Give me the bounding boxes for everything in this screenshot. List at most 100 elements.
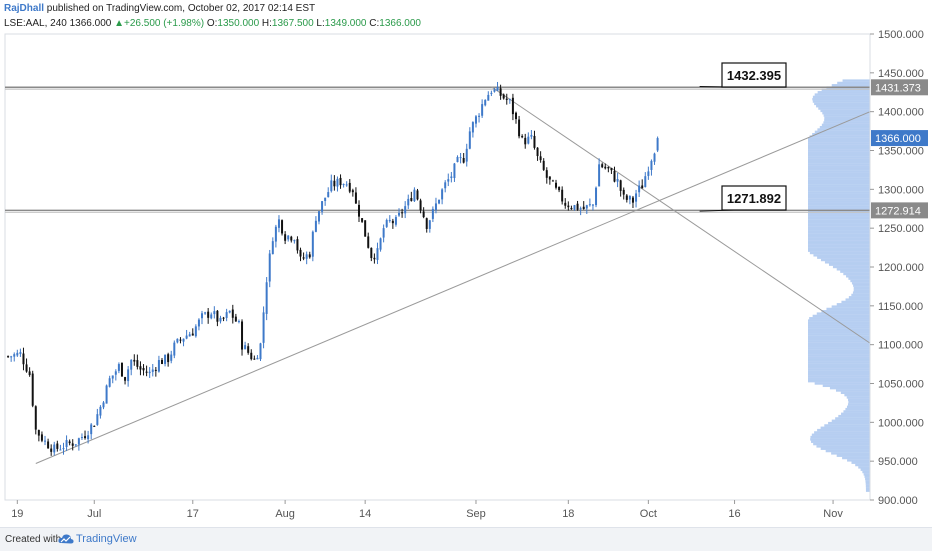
candle-body bbox=[395, 217, 397, 225]
volume-bar bbox=[816, 105, 870, 107]
price-tick-label: 1400.000 bbox=[878, 107, 924, 119]
candle-body bbox=[115, 371, 117, 374]
volume-bar bbox=[808, 187, 870, 189]
candle-body bbox=[598, 164, 600, 186]
time-tick-label: Aug bbox=[275, 508, 295, 520]
candle-body bbox=[623, 190, 625, 195]
candle-body bbox=[453, 164, 455, 178]
candle-body bbox=[530, 135, 532, 137]
volume-bar bbox=[824, 117, 870, 119]
candle-body bbox=[19, 352, 21, 354]
candle-body bbox=[503, 95, 505, 99]
volume-bar bbox=[808, 140, 870, 142]
tradingview-brand[interactable]: TradingView bbox=[76, 533, 137, 545]
candle-body bbox=[650, 161, 652, 170]
candle-body bbox=[300, 250, 302, 257]
volume-bar bbox=[846, 298, 870, 300]
volume-bar bbox=[823, 385, 870, 387]
volume-bar bbox=[808, 366, 870, 368]
candle-body bbox=[93, 426, 95, 427]
volume-bar bbox=[832, 420, 870, 422]
candle-body bbox=[106, 386, 108, 404]
trendlines[interactable] bbox=[36, 87, 870, 464]
candle-body bbox=[561, 190, 563, 202]
candle-body bbox=[7, 356, 9, 357]
volume-bar bbox=[808, 201, 870, 203]
price-tick-label: 1050.000 bbox=[878, 379, 924, 391]
candle-body bbox=[146, 372, 148, 373]
candle-body bbox=[293, 240, 295, 241]
candle-body bbox=[386, 220, 388, 227]
volume-bar bbox=[848, 399, 870, 401]
close-value: 1366.000 bbox=[379, 18, 421, 29]
volume-bar bbox=[837, 82, 870, 84]
candle-body bbox=[441, 189, 443, 199]
candle-body bbox=[635, 193, 637, 201]
candle-body bbox=[50, 449, 52, 452]
author-name[interactable]: RajDhall bbox=[4, 3, 44, 14]
candle-body bbox=[103, 402, 105, 407]
candle-body bbox=[426, 218, 428, 229]
candle-body bbox=[472, 122, 474, 132]
candle-body bbox=[580, 208, 582, 209]
candle-body bbox=[404, 206, 406, 213]
time-tick-label: Jul bbox=[87, 508, 101, 520]
candle-body bbox=[186, 336, 188, 339]
volume-bar bbox=[847, 396, 870, 398]
candle-body bbox=[35, 406, 37, 429]
candle-body bbox=[450, 176, 452, 178]
candle-body bbox=[487, 95, 489, 101]
high-label: H: bbox=[262, 18, 272, 29]
candle-body bbox=[127, 369, 129, 381]
price-axis[interactable]: 1500.0001450.0001400.0001350.0001300.000… bbox=[870, 29, 928, 507]
volume-bar bbox=[817, 256, 870, 258]
volume-bar bbox=[866, 485, 870, 487]
candle-body bbox=[632, 198, 634, 203]
volume-bar bbox=[808, 175, 870, 177]
volume-bar bbox=[808, 194, 870, 196]
volume-bar bbox=[849, 296, 870, 298]
candle-body bbox=[383, 228, 385, 237]
chart-header: RajDhall published on TradingView.com, O… bbox=[0, 0, 932, 34]
volume-profile bbox=[808, 79, 870, 491]
volume-bar bbox=[808, 380, 870, 382]
candle-body bbox=[373, 258, 375, 259]
volume-bar bbox=[808, 177, 870, 179]
volume-bar bbox=[811, 441, 870, 443]
candle-body bbox=[340, 178, 342, 185]
created-with-label: Created with bbox=[5, 534, 61, 545]
trendline[interactable] bbox=[36, 112, 870, 464]
candle-body bbox=[263, 312, 265, 342]
candle-body bbox=[90, 424, 92, 434]
candle-body bbox=[75, 444, 77, 445]
candle-body bbox=[173, 343, 175, 356]
candle-body bbox=[219, 318, 221, 321]
volume-bar bbox=[808, 215, 870, 217]
volume-bar bbox=[808, 152, 870, 154]
volume-bar bbox=[809, 317, 870, 319]
candle-body bbox=[349, 183, 351, 192]
volume-bar bbox=[812, 98, 870, 100]
candle-body bbox=[66, 440, 68, 447]
candle-body bbox=[259, 343, 261, 359]
volume-bar bbox=[808, 138, 870, 140]
publish-info: published on TradingView.com, October 02… bbox=[47, 3, 315, 14]
volume-bar bbox=[853, 291, 870, 293]
price-tick-label: 1450.000 bbox=[878, 68, 924, 80]
volume-bar bbox=[813, 443, 870, 445]
symbol-label[interactable]: LSE:AAL, 240 bbox=[4, 18, 67, 29]
candle-body bbox=[139, 366, 141, 369]
volume-bar bbox=[825, 261, 870, 263]
volume-bar bbox=[847, 459, 870, 461]
candle-body bbox=[506, 99, 508, 100]
candle-body bbox=[78, 438, 80, 444]
volume-bar bbox=[810, 438, 870, 440]
candle-body bbox=[210, 314, 212, 318]
candle-body bbox=[290, 237, 292, 241]
candle-body bbox=[179, 340, 181, 341]
candle-body bbox=[275, 227, 277, 242]
candle-body bbox=[389, 220, 391, 221]
